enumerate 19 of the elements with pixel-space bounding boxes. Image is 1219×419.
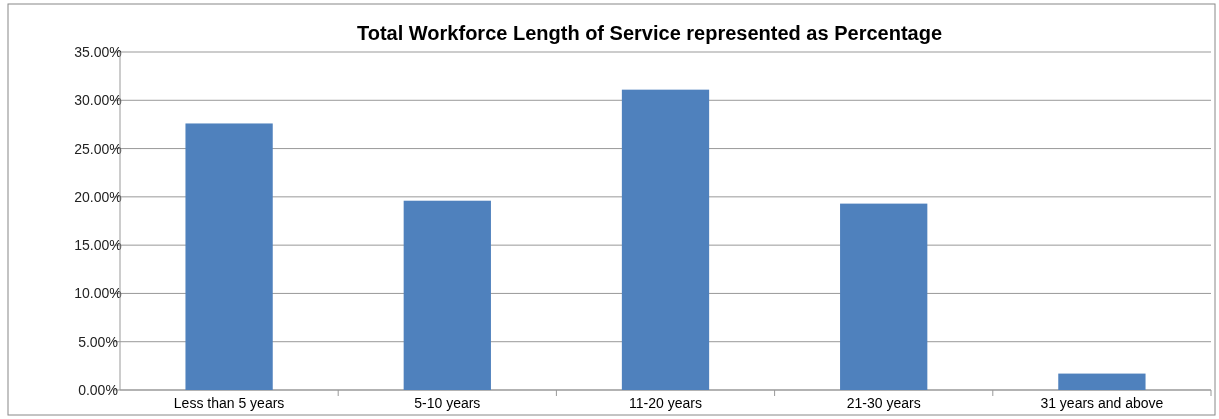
x-tick-label: 21-30 years xyxy=(846,395,921,411)
bar xyxy=(403,200,491,390)
y-tick-label: 5.00% xyxy=(78,333,118,350)
bar xyxy=(621,89,710,390)
bar xyxy=(1058,373,1146,390)
y-tick-label: 20.00% xyxy=(74,188,122,205)
y-tick-label: 30.00% xyxy=(74,92,122,109)
chart-title: Total Workforce Length of Service represented as Percentage xyxy=(357,22,942,44)
x-tick-label: 11-20 years xyxy=(629,395,702,411)
bar xyxy=(840,203,928,390)
bar xyxy=(185,123,273,390)
y-tick-label: 10.00% xyxy=(74,285,122,302)
x-tick-label: 31 years and above xyxy=(1040,395,1164,411)
y-tick-label: 35.00% xyxy=(74,44,122,60)
x-tick-label: Less than 5 years xyxy=(173,395,285,411)
x-tick-label: 5-10 years xyxy=(414,395,481,411)
y-tick-label: 25.00% xyxy=(74,140,122,157)
y-tick-label: 0.00% xyxy=(78,382,118,398)
y-tick-label: 15.00% xyxy=(74,237,122,254)
